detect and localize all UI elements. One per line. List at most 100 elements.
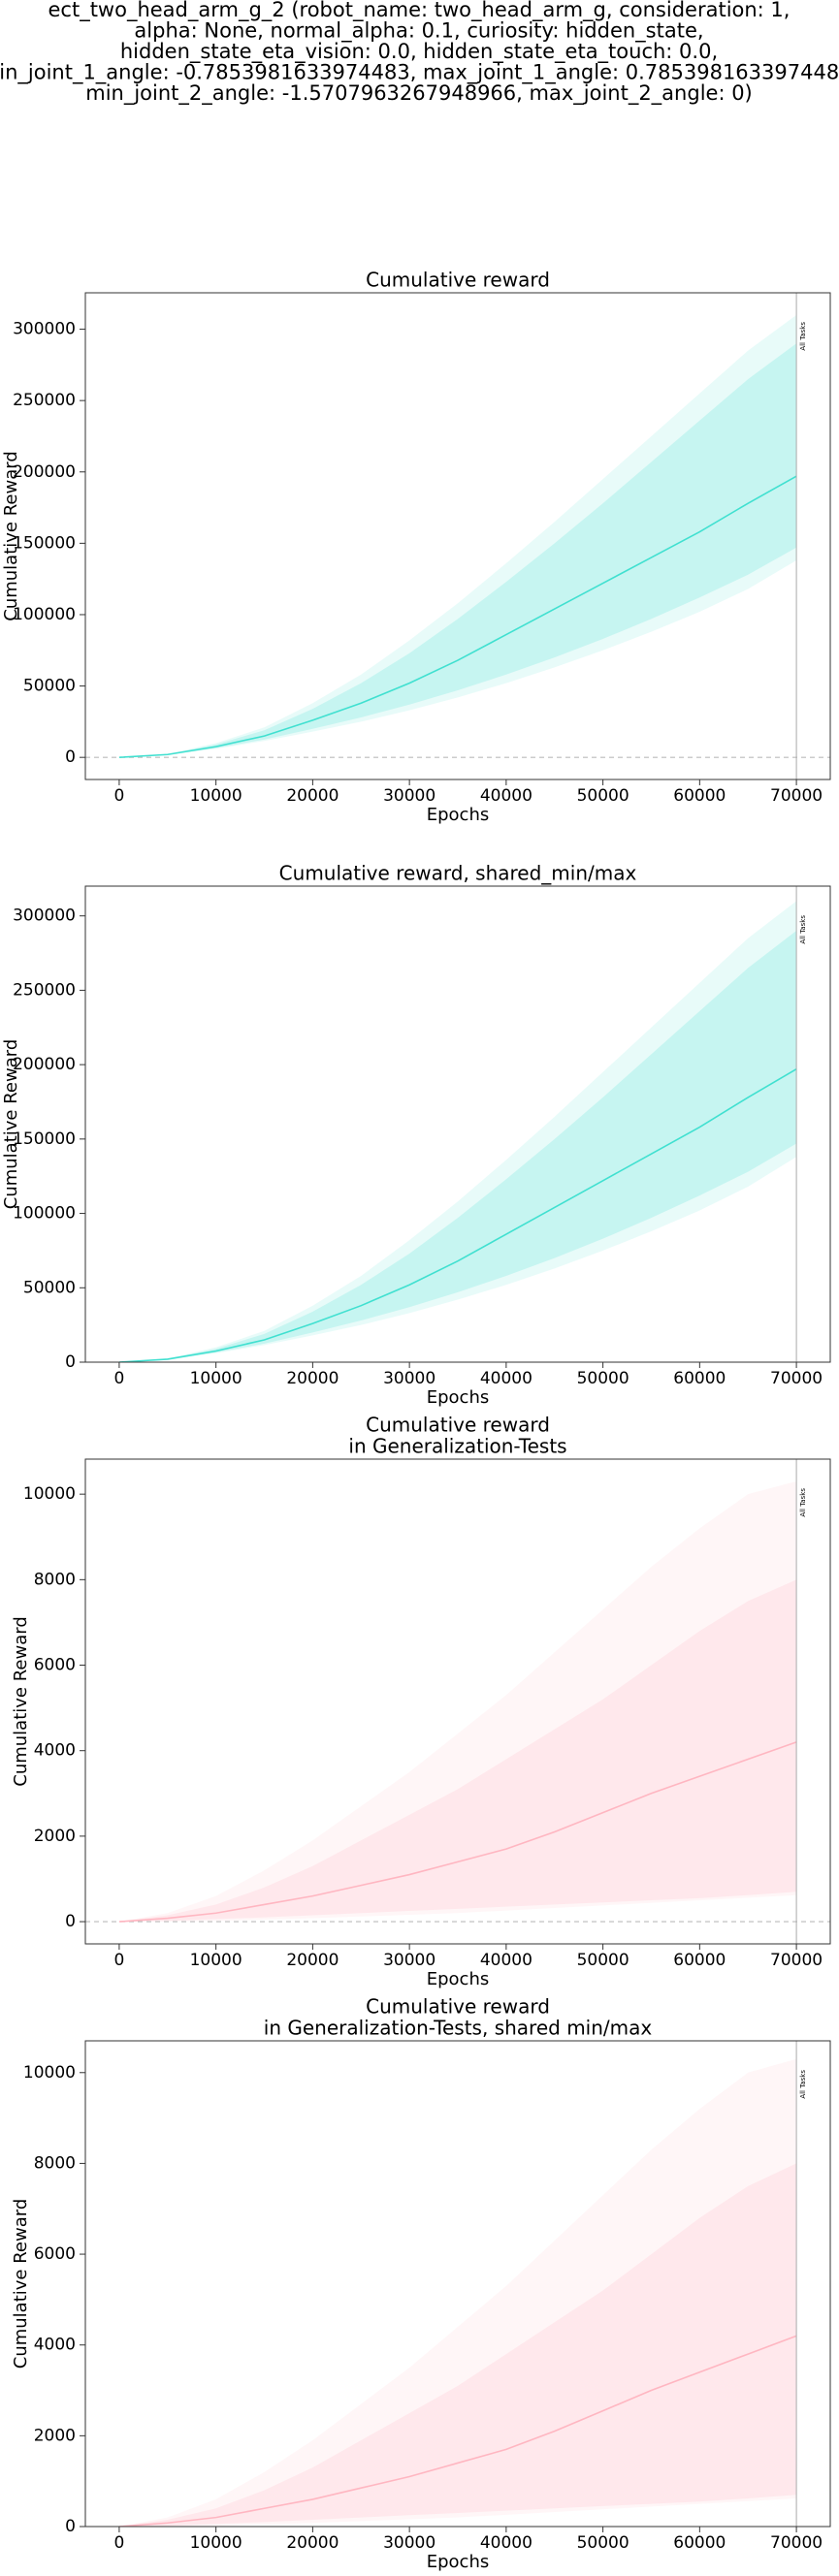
y-tick-label: 4000: [34, 2336, 76, 2355]
x-axis-label: Epochs: [427, 2552, 490, 2572]
std-band: [118, 1579, 797, 1923]
x-tick-label: 70000: [770, 1951, 823, 1970]
y-tick-label: 8000: [34, 1570, 76, 1589]
x-tick-label: 50000: [577, 1369, 629, 1388]
x-tick-label: 60000: [673, 1951, 726, 1970]
y-tick-label: 10000: [23, 1484, 76, 1504]
y-tick-label: 150000: [13, 533, 76, 553]
y-tick-label: 50000: [23, 677, 76, 696]
plot-area: [118, 886, 797, 1362]
x-tick-label: 40000: [480, 2533, 532, 2553]
x-tick-label: 0: [113, 786, 124, 806]
y-tick-label: 2000: [34, 2426, 76, 2445]
x-tick-label: 20000: [286, 1951, 339, 1970]
y-tick-label: 0: [65, 747, 76, 767]
x-tick-label: 50000: [577, 2533, 629, 2553]
suptitle: ect_two_head_arm_g_2 (robot_name: two_he…: [48, 0, 791, 22]
chart-title: Cumulative reward: [366, 269, 550, 292]
y-tick-label: 50000: [23, 1278, 76, 1297]
plot-area: [85, 1459, 830, 1944]
min-max-band: [118, 1480, 797, 1923]
y-tick-label: 0: [65, 1912, 76, 1931]
x-tick-label: 30000: [383, 1369, 436, 1388]
x-tick-label: 60000: [673, 786, 726, 806]
std-band: [118, 2163, 797, 2527]
mean-line: [118, 475, 797, 758]
y-axis-label: Cumulative Reward: [1, 1039, 21, 1210]
vertical-marker-label: All Tasks: [799, 2070, 807, 2099]
y-tick-label: 300000: [13, 906, 76, 926]
y-axis-label: Cumulative Reward: [11, 1616, 31, 1787]
axes-frame: [84, 292, 831, 780]
x-tick-label: 50000: [577, 786, 629, 806]
y-tick-label: 0: [65, 2517, 76, 2536]
chart-title: Cumulative reward: [366, 1414, 550, 1437]
min-max-band: [118, 2058, 797, 2527]
y-tick-label: 250000: [13, 980, 76, 1000]
chart-title: Cumulative reward, shared_min/max: [279, 862, 637, 885]
x-tick-label: 30000: [383, 786, 436, 806]
axes-frame: [84, 1458, 831, 1945]
y-tick-label: 0: [65, 1352, 76, 1372]
y-tick-label: 10000: [23, 2063, 76, 2083]
suptitle: min_joint_1_angle: -0.7853981633974483, …: [0, 61, 839, 85]
suptitle: min_joint_2_angle: -1.5707963267948966, …: [85, 81, 753, 106]
x-tick-label: 50000: [577, 1951, 629, 1970]
y-tick-label: 100000: [13, 1204, 76, 1224]
x-tick-label: 0: [113, 1369, 124, 1388]
min-max-band: [118, 901, 797, 1362]
axes-frame: [84, 885, 831, 1363]
x-tick-label: 30000: [383, 1951, 436, 1970]
x-tick-label: 10000: [190, 1951, 242, 1970]
y-tick-label: 150000: [13, 1129, 76, 1149]
y-tick-label: 6000: [34, 1656, 76, 1675]
chart-title: in Generalization-Tests, shared min/max: [264, 2017, 653, 2040]
axes-frame: [84, 2040, 831, 2528]
y-tick-label: 8000: [34, 2153, 76, 2173]
x-tick-label: 70000: [770, 1369, 823, 1388]
x-axis-label: Epochs: [427, 805, 490, 825]
vertical-marker-label: All Tasks: [799, 1488, 807, 1517]
y-tick-label: 200000: [13, 462, 76, 482]
y-tick-label: 300000: [13, 320, 76, 339]
x-tick-label: 0: [113, 1951, 124, 1970]
suptitle: hidden_state_eta_vision: 0.0, hidden_sta…: [120, 40, 718, 64]
y-tick-label: 200000: [13, 1055, 76, 1074]
plot-area: [85, 293, 830, 779]
x-axis-label: Epochs: [427, 1969, 490, 1989]
min-max-band: [118, 314, 797, 758]
y-tick-label: 100000: [13, 605, 76, 624]
y-tick-label: 250000: [13, 391, 76, 410]
vertical-marker-label: All Tasks: [799, 915, 807, 944]
x-tick-label: 70000: [770, 786, 823, 806]
x-tick-label: 70000: [770, 2533, 823, 2553]
chart-title: in Generalization-Tests: [348, 1435, 566, 1458]
x-tick-label: 40000: [480, 1951, 532, 1970]
x-tick-label: 10000: [190, 2533, 242, 2553]
x-tick-label: 30000: [383, 2533, 436, 2553]
mean-line: [118, 1741, 797, 1923]
x-tick-label: 20000: [286, 786, 339, 806]
std-band: [118, 931, 797, 1362]
y-tick-label: 2000: [34, 1827, 76, 1846]
mean-line: [118, 2335, 797, 2527]
x-tick-label: 0: [113, 2533, 124, 2553]
x-tick-label: 10000: [190, 1369, 242, 1388]
y-axis-label: Cumulative Reward: [11, 2199, 31, 2369]
x-tick-label: 20000: [286, 1369, 339, 1388]
x-tick-label: 10000: [190, 786, 242, 806]
suptitle: alpha: None, normal_alpha: 0.1, curiosit…: [134, 19, 703, 44]
chart-title: Cumulative reward: [366, 1995, 550, 2019]
y-tick-label: 4000: [34, 1741, 76, 1761]
x-tick-label: 60000: [673, 2533, 726, 2553]
x-tick-label: 60000: [673, 1369, 726, 1388]
y-axis-label: Cumulative Reward: [1, 451, 21, 621]
vertical-marker-label: All Tasks: [799, 322, 807, 351]
x-tick-label: 40000: [480, 786, 532, 806]
x-tick-label: 20000: [286, 2533, 339, 2553]
x-tick-label: 40000: [480, 1369, 532, 1388]
y-tick-label: 6000: [34, 2244, 76, 2264]
x-axis-label: Epochs: [427, 1387, 490, 1408]
